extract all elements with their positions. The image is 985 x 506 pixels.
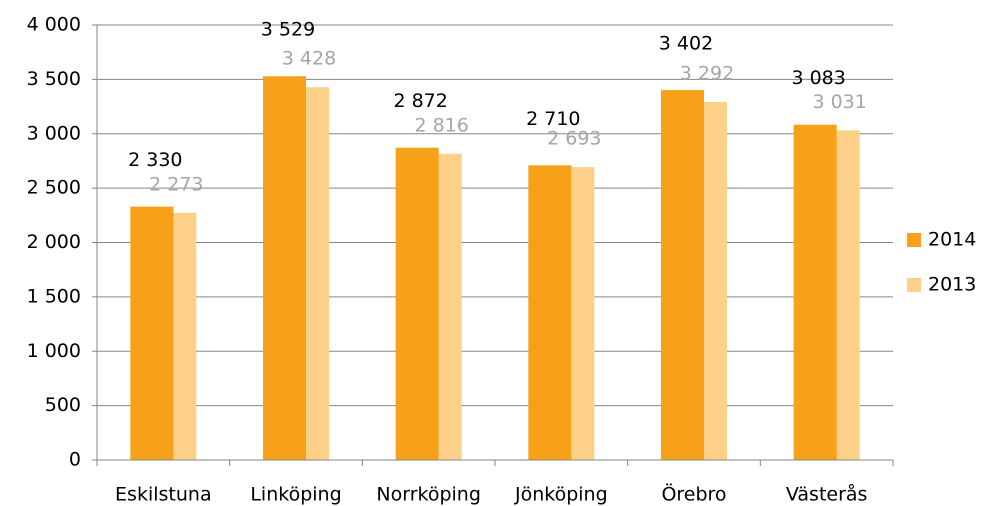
value-label: 3 292 [680, 62, 734, 84]
y-tick-label: 500 [45, 394, 81, 416]
legend-swatch [907, 278, 921, 292]
bar [661, 90, 704, 460]
y-tick-label: 3 500 [27, 68, 81, 90]
y-tick-label: 2 500 [27, 177, 81, 199]
x-tick-label: Eskilstuna [115, 484, 212, 506]
value-label: 2 872 [393, 90, 447, 112]
bar [130, 206, 174, 460]
value-label: 3 031 [812, 91, 866, 113]
x-tick-label: Norrköping [376, 484, 481, 506]
x-tick-label: Jönköping [514, 484, 608, 506]
legend-label: 2014 [928, 229, 976, 251]
value-label: 3 402 [659, 33, 713, 55]
x-tick-label: Linköping [250, 484, 341, 506]
y-tick-label: 1 000 [27, 340, 81, 362]
value-label: 3 529 [261, 19, 315, 41]
y-tick-label: 2 000 [27, 231, 81, 253]
value-label: 2 710 [526, 108, 580, 130]
x-tick-label: Örebro [661, 483, 726, 506]
bar [395, 147, 439, 461]
y-tick-label: 0 [69, 449, 81, 471]
legend-swatch [907, 233, 921, 247]
value-label: 2 693 [547, 128, 601, 150]
bar [263, 76, 306, 460]
value-label: 2 330 [128, 149, 182, 171]
x-tick-label: Västerås [786, 483, 868, 506]
value-label: 2 816 [414, 114, 468, 136]
legend-label: 2013 [928, 274, 976, 296]
y-tick-label: 4 000 [27, 14, 81, 36]
value-label: 2 273 [149, 173, 203, 195]
value-label: 3 428 [282, 48, 336, 70]
bar [793, 124, 837, 460]
y-tick-label: 3 000 [27, 122, 81, 144]
bar [528, 165, 572, 460]
y-tick-label: 1 500 [27, 285, 81, 307]
value-label: 3 083 [791, 67, 845, 89]
